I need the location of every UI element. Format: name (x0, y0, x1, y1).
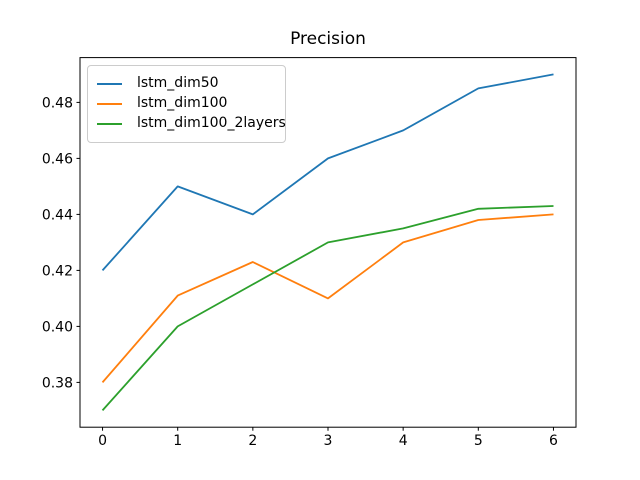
legend-label: lstm_dim100 (137, 95, 228, 111)
y-tick-label: 0.40 (42, 319, 73, 335)
legend-line-sample-icon (97, 102, 122, 105)
legend-label: lstm_dim100_2layers (137, 115, 286, 131)
chart-title: Precision (290, 29, 366, 49)
legend-line-sample-icon (97, 82, 122, 85)
legend-item: lstm_dim100_2layers (97, 115, 286, 132)
legend-label: lstm_dim50 (137, 75, 219, 91)
x-tick-label: 6 (549, 433, 558, 449)
y-tick-label: 0.42 (42, 263, 73, 279)
legend-item: lstm_dim50 (97, 75, 276, 92)
y-tick-label: 0.38 (42, 375, 73, 391)
y-tick-label: 0.44 (42, 207, 73, 223)
series-line-lstm_dim100_2layers (101, 205, 554, 412)
legend-line-sample-icon (97, 122, 122, 125)
x-tick-label: 3 (324, 433, 333, 449)
y-tick-label: 0.48 (42, 95, 73, 111)
x-tick-label: 4 (399, 433, 408, 449)
series-line-lstm_dim100 (101, 213, 554, 383)
x-tick-label: 5 (474, 433, 483, 449)
x-tick-label: 2 (248, 433, 257, 449)
x-tick-label: 0 (98, 433, 107, 449)
x-tick-label: 1 (173, 433, 182, 449)
legend-item: lstm_dim100 (97, 95, 276, 112)
y-tick-label: 0.46 (42, 151, 73, 167)
series-line-lstm_dim50 (101, 73, 554, 272)
legend: lstm_dim50 lstm_dim100 lstm_dim100_2laye… (87, 65, 286, 143)
